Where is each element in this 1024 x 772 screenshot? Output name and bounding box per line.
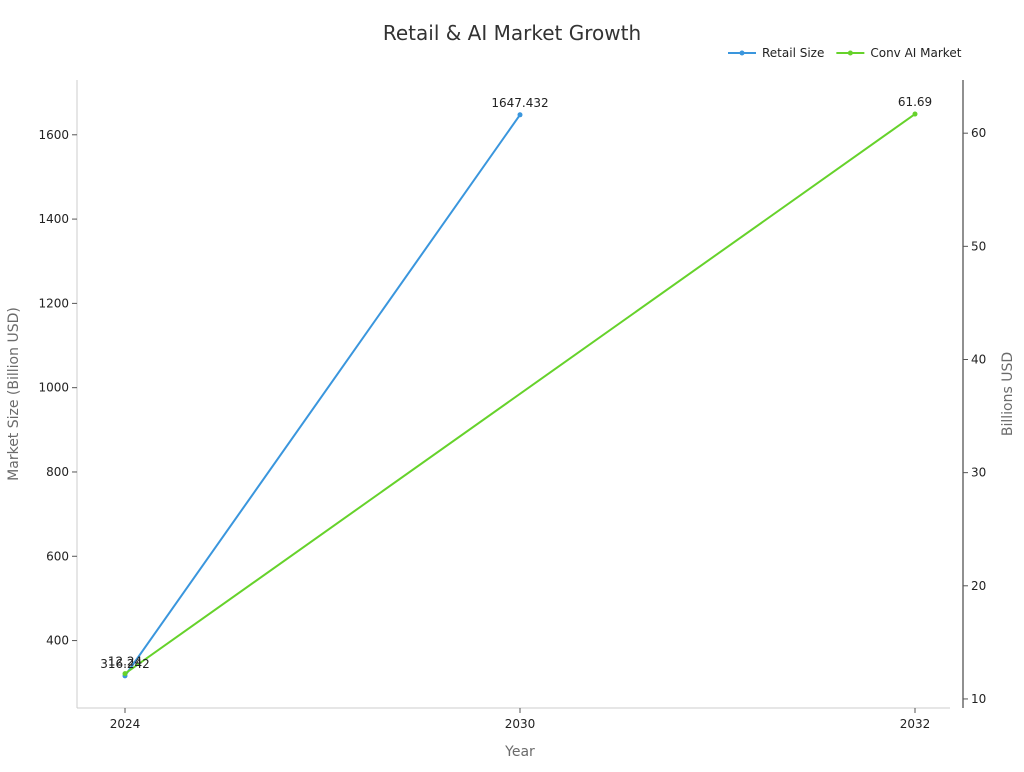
data-point [122,671,128,677]
data-point [517,112,523,118]
data-label: 316.242 [100,657,150,671]
y-left-tick-label: 1600 [38,128,69,142]
legend-item-label: Retail Size [762,46,824,60]
data-labels: 316.242 1647.432 12.24 61.69 [100,95,932,671]
data-point [912,111,918,117]
legend-swatch-marker [739,50,745,56]
x-tick-label: 2032 [900,717,931,731]
series-line-1 [124,114,521,677]
legend-swatch-marker [847,50,853,56]
y-left-tick-label: 1400 [38,212,69,226]
data-label: 1647.432 [491,96,548,110]
y-right-tick-label: 30 [971,466,986,480]
y-left-tick-label: 800 [46,465,69,479]
legend-item-label: Conv AI Market [870,46,961,60]
x-tick-label: 2024 [110,717,141,731]
chart-title: Retail & AI Market Growth [383,21,641,45]
y-axis-left-label: Market Size (Billion USD) [6,307,22,481]
series-line-2 [124,113,916,675]
y-right-tick-label: 60 [971,126,986,140]
y-axis-right-label: Billions USD [1000,352,1016,436]
y-right-tick-label: 40 [971,352,986,366]
legend: Retail Size Conv AI Market [728,46,962,60]
data-label: 12.24 [108,655,142,669]
series-lines [122,111,918,679]
y-left-tick-label: 1000 [38,381,69,395]
data-label: 61.69 [898,95,932,109]
axes: 4006008001000120014001600102030405060202… [38,80,986,731]
y-right-tick-label: 20 [971,579,986,593]
y-left-tick-label: 400 [46,634,69,648]
x-tick-label: 2030 [505,717,536,731]
y-left-tick-label: 600 [46,549,69,563]
y-right-tick-label: 10 [971,692,986,706]
x-axis-label: Year [504,744,535,760]
y-left-tick-label: 1200 [38,296,69,310]
y-right-tick-label: 50 [971,239,986,253]
